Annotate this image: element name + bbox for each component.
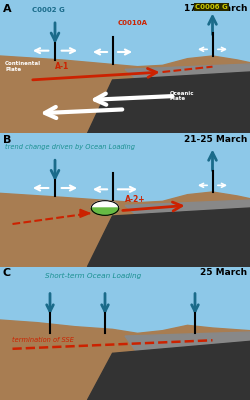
Text: 25 March: 25 March [200, 268, 248, 277]
Text: 17-21 March: 17-21 March [184, 4, 248, 13]
Text: 21-25 March: 21-25 March [184, 135, 248, 144]
Text: termination of SSE: termination of SSE [12, 337, 74, 343]
Polygon shape [88, 72, 250, 133]
Text: C0006 G: C0006 G [195, 4, 228, 10]
Polygon shape [0, 192, 250, 267]
Text: B: B [2, 135, 11, 145]
Text: C: C [2, 268, 10, 278]
Polygon shape [88, 208, 250, 267]
Text: A-2+: A-2+ [125, 195, 146, 204]
Polygon shape [0, 56, 250, 133]
Polygon shape [125, 200, 250, 216]
Polygon shape [88, 341, 250, 400]
Wedge shape [91, 201, 119, 208]
Polygon shape [0, 320, 250, 400]
Polygon shape [125, 332, 250, 353]
Text: A: A [2, 4, 11, 14]
Text: Short-term Ocean Loading: Short-term Ocean Loading [45, 273, 141, 280]
Text: Continental
Plate: Continental Plate [5, 61, 41, 72]
Text: A-1: A-1 [55, 62, 69, 71]
Text: C0010A: C0010A [118, 20, 148, 26]
Text: Oceanic
Plate: Oceanic Plate [170, 91, 194, 102]
Text: trend change driven by Ocean Loading: trend change driven by Ocean Loading [5, 144, 135, 150]
Polygon shape [80, 209, 90, 217]
Text: C0002 G: C0002 G [32, 7, 65, 13]
Polygon shape [125, 64, 250, 80]
Wedge shape [91, 208, 119, 215]
